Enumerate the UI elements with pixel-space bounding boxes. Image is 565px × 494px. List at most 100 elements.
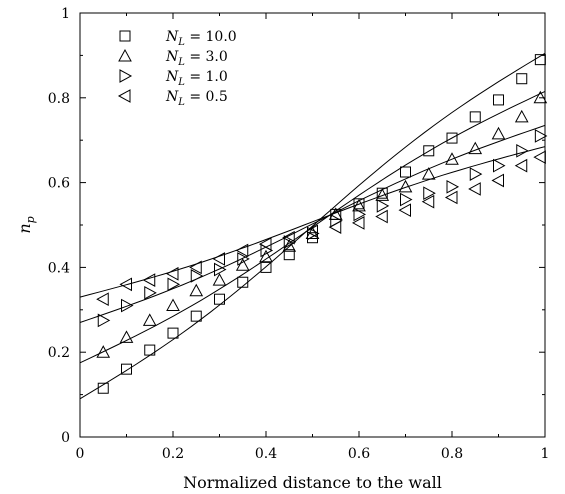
data-point: [398, 203, 411, 218]
data-point: [305, 224, 318, 239]
data-point: [491, 173, 504, 188]
data-point: [165, 266, 179, 281]
y-tick-label: 1: [61, 6, 70, 22]
data-point: [142, 273, 156, 287]
data-point: [96, 292, 109, 307]
legend-marker: [119, 69, 133, 83]
y-tick-label: 0.4: [48, 260, 70, 276]
legend-label: NL = 10.0: [165, 29, 237, 48]
data-point: [421, 167, 436, 180]
data-point: [283, 249, 295, 261]
data-point: [119, 330, 134, 343]
legend-marker: [119, 30, 131, 42]
data-point: [469, 111, 481, 123]
data-point: [260, 261, 272, 273]
data-point: [283, 235, 297, 249]
series-3-markers: [96, 150, 546, 307]
data-point: [214, 293, 225, 305]
data-point: [259, 249, 273, 263]
data-point: [514, 109, 529, 123]
data-point: [423, 186, 436, 201]
x-tick-label: 1: [541, 446, 550, 462]
data-point: [97, 382, 109, 394]
data-point: [493, 94, 504, 106]
data-point: [468, 182, 481, 196]
data-point: [514, 158, 528, 173]
data-point: [96, 345, 111, 358]
fit-line-2: [79, 124, 546, 323]
data-point: [445, 152, 459, 165]
data-point: [144, 285, 157, 300]
data-point: [328, 220, 342, 234]
legend-label: NL = 3.0: [165, 49, 228, 68]
data-point: [469, 167, 483, 181]
data-point: [258, 237, 272, 251]
x-tick-label: 0: [76, 446, 85, 462]
data-point: [166, 298, 180, 312]
y-tick-label: 0.8: [48, 91, 70, 107]
data-point: [97, 313, 111, 328]
data-point: [491, 126, 506, 140]
x-tick-label: 0.8: [441, 446, 463, 462]
legend-label: NL = 1.0: [165, 69, 228, 88]
series-2-markers: [97, 129, 548, 328]
data-point: [189, 283, 204, 297]
data-point: [468, 141, 483, 155]
fit-line-0: [79, 52, 546, 400]
data-point: [167, 327, 179, 339]
data-point: [375, 188, 390, 201]
data-point: [190, 269, 204, 283]
data-point: [516, 73, 528, 85]
legend-label: NL = 0.5: [165, 89, 228, 108]
data-point: [212, 252, 225, 266]
data-point: [353, 198, 365, 210]
data-point: [375, 209, 388, 224]
data-point: [167, 277, 181, 292]
data-point: [119, 277, 132, 292]
y-tick-label: 0: [61, 430, 70, 446]
data-point: [400, 192, 413, 207]
x-tick-label: 0.2: [162, 446, 184, 462]
data-point: [376, 187, 388, 199]
data-point: [353, 207, 367, 222]
data-point: [142, 313, 157, 326]
data-point: [235, 243, 249, 258]
legend-marker: [118, 48, 132, 62]
legend-marker: [117, 89, 131, 103]
data-point: [421, 194, 435, 209]
data-point: [376, 199, 390, 213]
data-point: [328, 207, 343, 220]
data-point: [144, 344, 156, 356]
x-tick-label: 0.4: [255, 446, 277, 462]
data-point: [282, 230, 295, 245]
y-tick-label: 0.2: [48, 345, 70, 361]
data-point: [446, 132, 458, 144]
data-point: [282, 239, 297, 252]
plot-frame: [79, 12, 546, 438]
data-point: [237, 252, 250, 266]
series-1-markers: [96, 90, 548, 358]
data-point: [121, 298, 134, 313]
series-0-markers: [97, 54, 546, 394]
data-point: [237, 276, 249, 288]
data-point: [212, 273, 227, 286]
data-point: [423, 145, 435, 157]
data-point: [351, 216, 365, 230]
data-point: [235, 258, 250, 271]
data-point: [190, 310, 202, 322]
y-axis-title: np: [15, 216, 37, 233]
fit-line-3: [79, 146, 546, 298]
data-point: [444, 190, 458, 205]
data-point: [534, 54, 546, 66]
data-point: [400, 166, 411, 178]
data-point: [493, 158, 506, 173]
data-point: [534, 129, 548, 143]
data-point: [533, 150, 546, 165]
data-point: [398, 179, 413, 193]
data-point: [307, 226, 320, 241]
data-point: [189, 260, 202, 275]
y-tick-label: 0.6: [48, 176, 70, 192]
data-point: [121, 363, 132, 375]
data-point: [446, 179, 460, 194]
